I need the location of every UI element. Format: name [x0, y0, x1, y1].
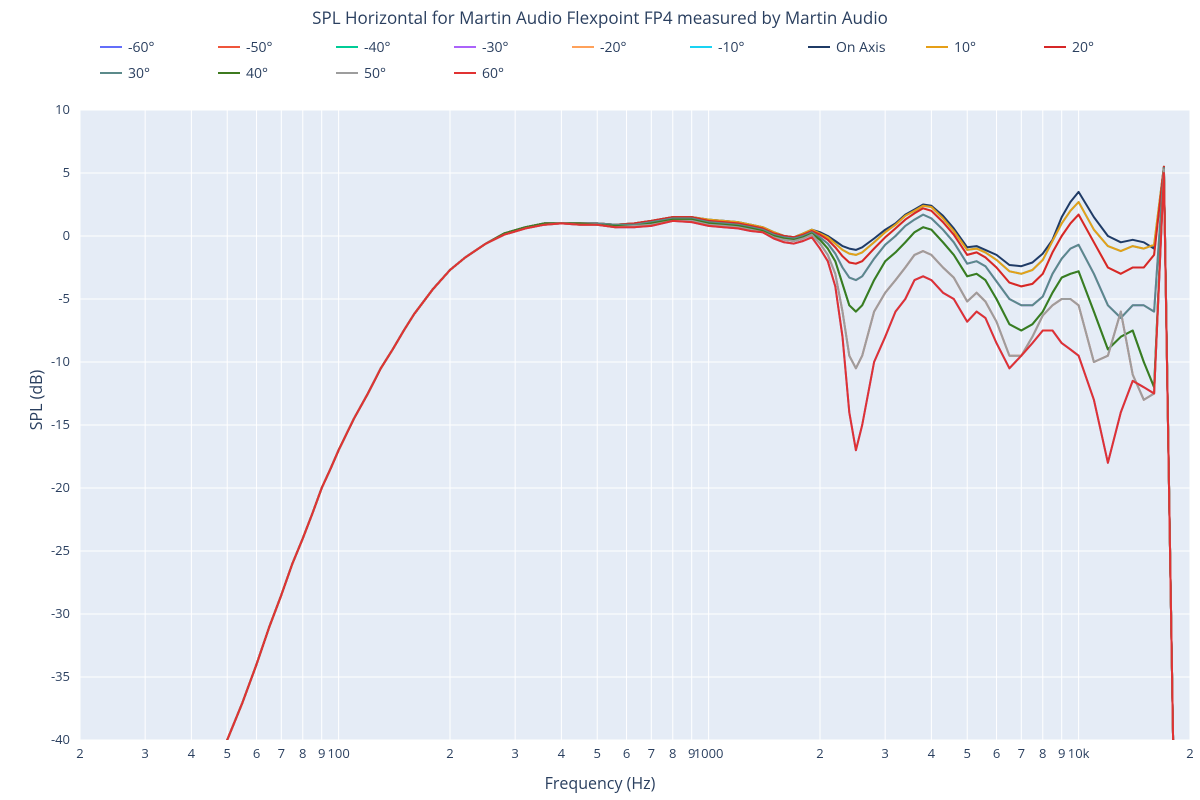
svg-text:3: 3 — [881, 744, 888, 762]
svg-text:-35: -35 — [51, 667, 70, 685]
spl-chart: SPL Horizontal for Martin Audio Flexpoin… — [0, 0, 1200, 800]
svg-text:5: 5 — [964, 744, 971, 762]
svg-text:8: 8 — [299, 744, 306, 762]
svg-text:5: 5 — [63, 163, 70, 181]
svg-text:7: 7 — [278, 744, 285, 762]
svg-text:9: 9 — [1058, 744, 1065, 762]
svg-text:2: 2 — [76, 744, 83, 762]
svg-text:10: 10 — [55, 100, 70, 118]
svg-text:5: 5 — [594, 744, 601, 762]
svg-text:8: 8 — [669, 744, 676, 762]
svg-text:2: 2 — [816, 744, 823, 762]
svg-text:4: 4 — [188, 744, 196, 762]
svg-text:7: 7 — [1018, 744, 1025, 762]
svg-text:7: 7 — [648, 744, 655, 762]
svg-text:-20: -20 — [51, 478, 70, 496]
svg-text:-15: -15 — [51, 415, 70, 433]
svg-text:6: 6 — [623, 744, 630, 762]
svg-text:2: 2 — [1186, 744, 1193, 762]
svg-text:-10: -10 — [51, 352, 70, 370]
svg-text:-40: -40 — [51, 730, 70, 748]
svg-text:100: 100 — [327, 744, 349, 762]
svg-text:-30: -30 — [51, 604, 70, 622]
svg-text:1000: 1000 — [694, 744, 724, 762]
svg-text:6: 6 — [253, 744, 260, 762]
svg-text:10k: 10k — [1068, 744, 1090, 762]
svg-text:3: 3 — [141, 744, 148, 762]
svg-text:5: 5 — [224, 744, 231, 762]
svg-text:4: 4 — [558, 744, 566, 762]
svg-text:9: 9 — [318, 744, 325, 762]
plot-svg: -40 -35 -30 -25 -20 -15 -10 -5 0 5 10 100 1000 10k 2 3 4… — [0, 0, 1200, 800]
svg-text:6: 6 — [993, 744, 1000, 762]
svg-text:9: 9 — [688, 744, 695, 762]
svg-text:2: 2 — [446, 744, 453, 762]
svg-text:0: 0 — [63, 226, 70, 244]
svg-text:8: 8 — [1039, 744, 1046, 762]
svg-text:3: 3 — [511, 744, 518, 762]
svg-text:-5: -5 — [58, 289, 70, 307]
svg-text:-25: -25 — [51, 541, 70, 559]
svg-text:4: 4 — [928, 744, 936, 762]
